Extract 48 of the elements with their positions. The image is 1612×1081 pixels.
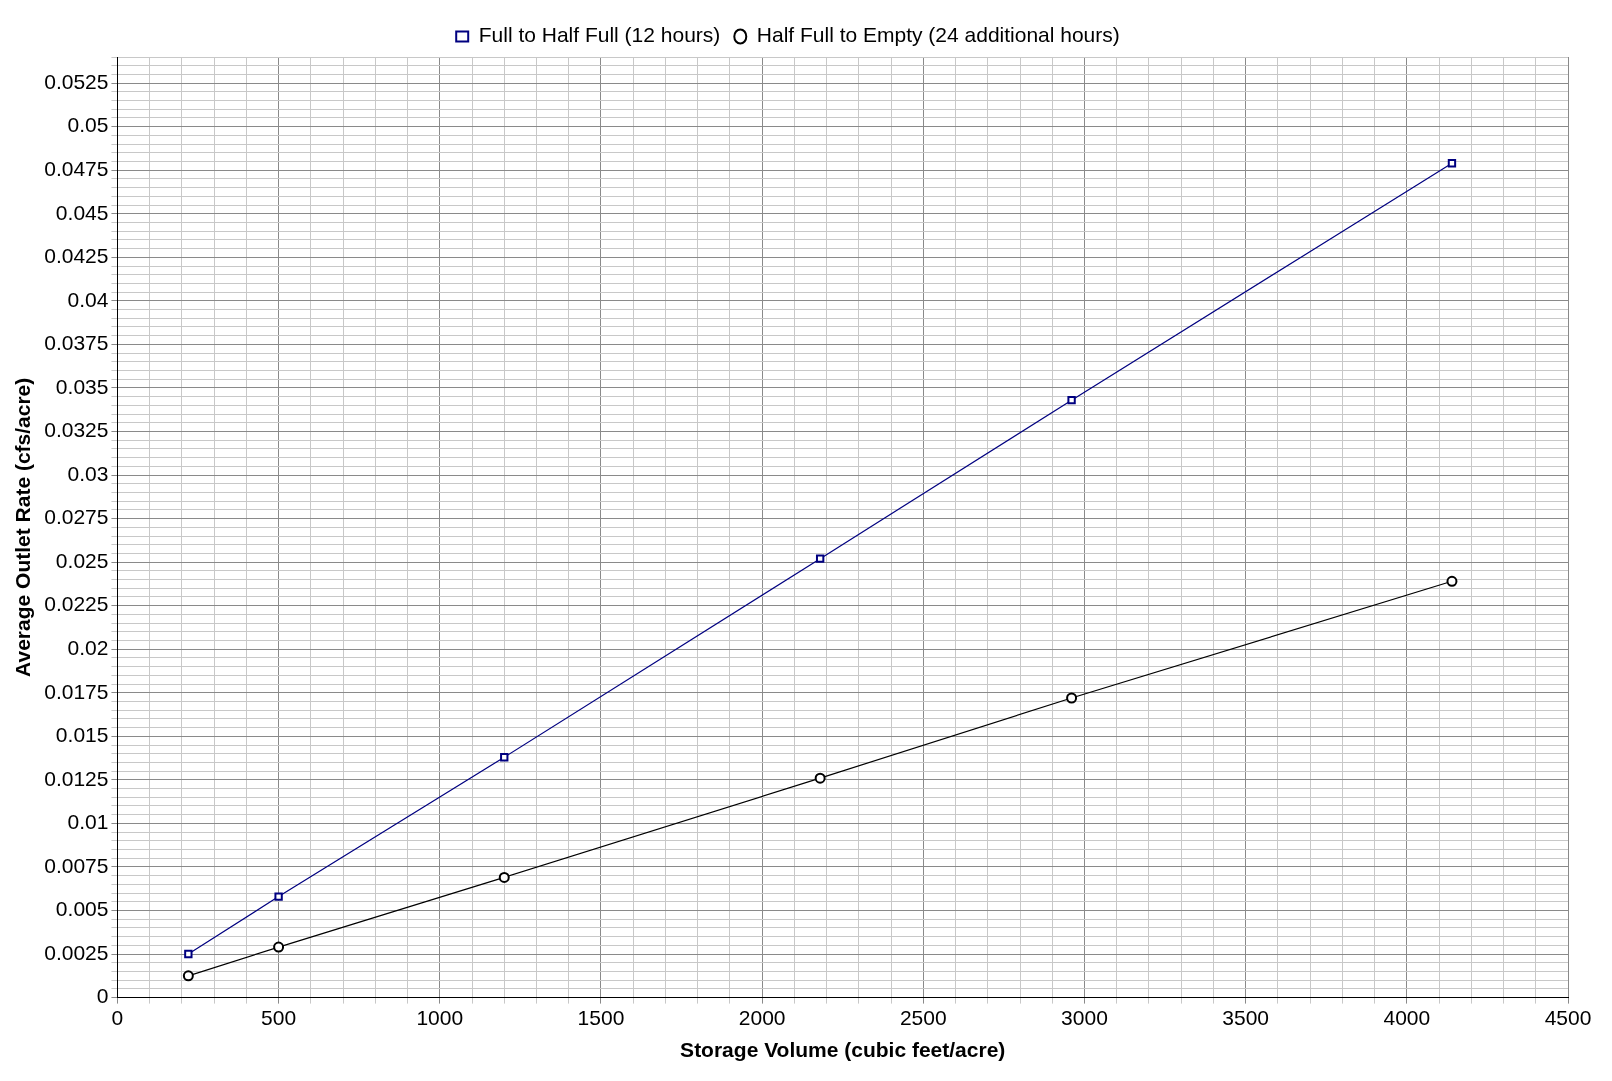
x-tick-label: 3000 xyxy=(1061,1006,1108,1029)
y-tick-label: 0.0425 xyxy=(44,244,109,268)
y-tick-label: 0.0375 xyxy=(44,331,109,355)
point xyxy=(273,941,285,953)
point xyxy=(274,892,283,901)
x-tick-label: 3500 xyxy=(1222,1006,1270,1029)
point xyxy=(1067,395,1076,405)
legend-label: Half Full to Empty (24 additional hours) xyxy=(756,23,1120,47)
x-tick-label: 1500 xyxy=(577,1006,625,1029)
y-tick-label: 0 xyxy=(96,984,109,1008)
point xyxy=(184,949,193,959)
y-tick-label: 0.0475 xyxy=(44,157,109,181)
y-tick-label: 0.04 xyxy=(67,287,109,311)
y-tick-label: 0.0325 xyxy=(44,418,109,442)
y-tick-label: 0.0275 xyxy=(44,505,109,529)
y-tick-label: 0.035 xyxy=(55,374,109,398)
x-tick-label: 4500 xyxy=(1544,1006,1592,1029)
legend-label: Full to Half Full (12 hours) xyxy=(478,23,721,47)
y-tick-label: 0.0025 xyxy=(44,940,109,964)
point xyxy=(815,554,825,563)
x-tick-label: 2000 xyxy=(738,1006,786,1029)
x-tick-label: 4000 xyxy=(1383,1006,1431,1029)
y-tick-label: 0.03 xyxy=(67,461,109,485)
point xyxy=(500,753,509,762)
y-tick-label: 0.025 xyxy=(55,548,109,572)
point xyxy=(182,970,194,982)
point xyxy=(814,772,826,784)
x-tick-label: 1000 xyxy=(416,1006,464,1029)
point xyxy=(1066,692,1078,704)
x-tick-label: 0 xyxy=(111,1006,124,1029)
y-tick-label: 0.05 xyxy=(67,113,109,137)
y-tick-label: 0.045 xyxy=(55,200,109,224)
y-tick-label: 0.0125 xyxy=(44,766,109,790)
y-axis-title: Average Outlet Rate (cfs/acre) xyxy=(11,377,35,677)
x-tick-label: 2500 xyxy=(899,1006,947,1029)
point xyxy=(498,871,510,883)
y-tick-label: 0.015 xyxy=(55,723,109,747)
point xyxy=(1446,575,1458,587)
y-tick-label: 0.0225 xyxy=(44,592,109,616)
y-tick-label: 0.0525 xyxy=(44,69,109,93)
x-tick-label: 500 xyxy=(261,1006,297,1029)
y-tick-label: 0.01 xyxy=(67,810,109,834)
y-tick-label: 0.02 xyxy=(67,636,109,660)
y-tick-label: 0.0075 xyxy=(44,853,109,877)
point xyxy=(1447,159,1457,168)
y-tick-label: 0.005 xyxy=(55,897,109,921)
x-axis-title: Storage Volume (cubic feet/acre) xyxy=(680,1038,1006,1062)
y-tick-label: 0.0175 xyxy=(44,679,109,703)
